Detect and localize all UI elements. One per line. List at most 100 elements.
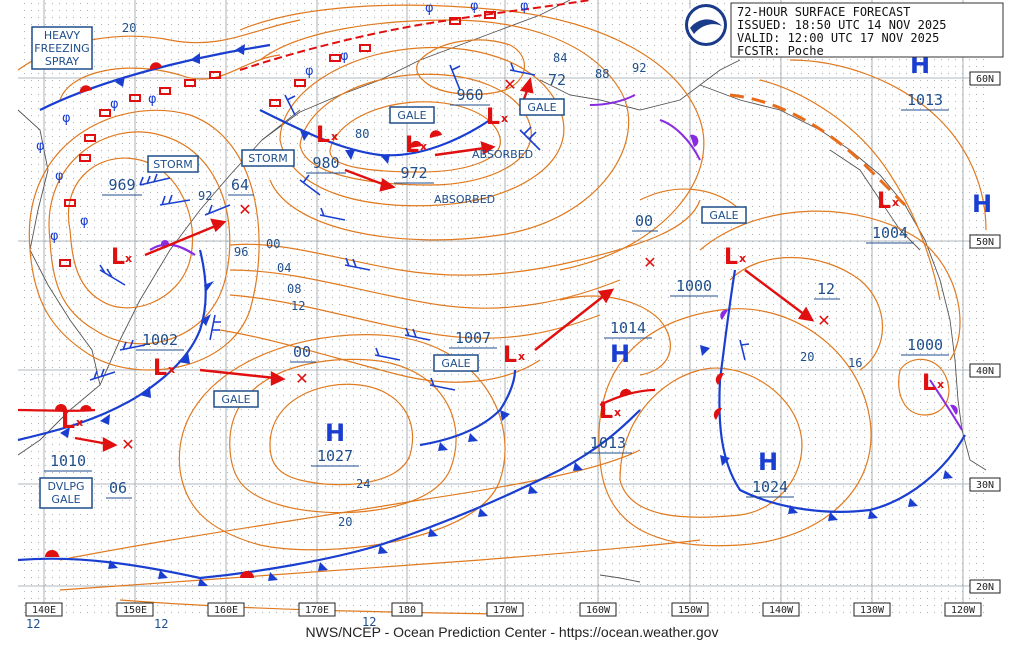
longitude-labels: 140E 150E 160E 170E 180 170W 160W 150W 1…: [25, 602, 982, 617]
svg-text:DVLPG: DVLPG: [47, 480, 84, 493]
warning-gale-bering: GALE: [519, 98, 565, 116]
svg-text:L: L: [724, 245, 738, 270]
svg-text:φ: φ: [80, 214, 89, 229]
header-valid: VALID: 12:00 UTC 17 NOV 2025: [737, 31, 939, 45]
svg-text:08: 08: [287, 282, 301, 296]
warm-front-bering: [239, 0, 591, 71]
svg-text:20: 20: [122, 21, 136, 35]
svg-text:φ: φ: [340, 49, 349, 64]
svg-text:12: 12: [154, 617, 168, 631]
pressure-label: 1027: [317, 447, 353, 465]
svg-text:x: x: [518, 350, 525, 363]
pressure-labels: 969 980 972 960 1002 1010 1007 1013 1000…: [44, 86, 949, 498]
pressure-label: 1000: [676, 277, 712, 295]
occluded-front-coast: [929, 379, 963, 431]
pressure-label: 1002: [142, 331, 178, 349]
svg-text:L: L: [316, 123, 330, 148]
svg-text:92: 92: [198, 189, 212, 203]
x-mark: ✕: [503, 75, 516, 94]
pressure-label: 1013: [907, 91, 943, 109]
svg-text:50N: 50N: [976, 237, 994, 248]
warning-gale-gulf: GALE: [701, 206, 747, 224]
svg-text:x: x: [937, 378, 944, 391]
svg-text:80: 80: [355, 127, 369, 141]
pressure-label: 1014: [610, 319, 646, 337]
svg-text:φ: φ: [110, 97, 119, 112]
svg-text:FREEZING: FREEZING: [34, 42, 89, 55]
svg-text:96: 96: [234, 245, 248, 259]
cold-front-aleutian: [259, 109, 491, 157]
isobars: [17, 4, 987, 615]
svg-text:04: 04: [277, 261, 291, 275]
occluded-front-west: [149, 243, 196, 256]
svg-text:x: x: [125, 252, 132, 265]
svg-text:00: 00: [293, 343, 311, 361]
warning-gale-central: GALE: [433, 354, 479, 372]
pressure-label: 972: [400, 164, 427, 182]
svg-text:φ: φ: [425, 1, 434, 16]
svg-text:φ: φ: [470, 0, 479, 14]
x-mark: ✕: [643, 253, 656, 272]
svg-text:12: 12: [817, 280, 835, 298]
warning-storm-center: STORM: [241, 149, 295, 167]
svg-text:NOAA: NOAA: [699, 8, 714, 14]
svg-text:140W: 140W: [769, 605, 794, 616]
header-title: 72-HOUR SURFACE FORECAST: [737, 5, 910, 19]
svg-text:HEAVY: HEAVY: [44, 29, 81, 42]
svg-text:160E: 160E: [214, 605, 238, 616]
header-issued: ISSUED: 18:50 UTC 14 NOV 2025: [737, 18, 947, 32]
svg-text:06: 06: [109, 479, 127, 497]
svg-text:30N: 30N: [976, 480, 994, 491]
svg-text:L: L: [61, 409, 75, 434]
svg-text:12: 12: [291, 299, 305, 313]
svg-text:φ: φ: [62, 111, 71, 126]
cold-front-east: [718, 269, 966, 513]
absorbed-note: ABSORBED: [472, 148, 533, 161]
high-symbol: H: [972, 190, 992, 218]
warning-gale-aleutian: GALE: [389, 106, 435, 124]
svg-text:STORM: STORM: [153, 158, 193, 171]
svg-text:L: L: [503, 343, 517, 368]
svg-text:150W: 150W: [678, 605, 703, 616]
graticule: [18, 0, 986, 616]
svg-text:64: 64: [231, 176, 249, 194]
svg-text:GALE: GALE: [527, 101, 556, 114]
pressure-label: 969: [108, 176, 135, 194]
high-symbol: H: [910, 51, 930, 79]
noaa-logo: NOAA: [683, 2, 729, 48]
fronts: [17, 0, 966, 586]
svg-text:180: 180: [398, 605, 416, 616]
svg-text:24: 24: [356, 477, 370, 491]
svg-text:20: 20: [800, 350, 814, 364]
svg-text:16: 16: [848, 356, 862, 370]
svg-text:GALE: GALE: [51, 493, 80, 506]
svg-text:GALE: GALE: [441, 357, 470, 370]
svg-text:φ: φ: [305, 64, 314, 79]
svg-text:x: x: [420, 140, 427, 153]
svg-text:GALE: GALE: [709, 209, 738, 222]
svg-text:φ: φ: [520, 0, 529, 14]
svg-text:GALE: GALE: [221, 393, 250, 406]
svg-text:GALE: GALE: [397, 109, 426, 122]
x-mark: ✕: [295, 369, 308, 388]
pressure-label: 1010: [50, 452, 86, 470]
warning-heavy-freezing-spray: HEAVY FREEZING SPRAY: [31, 26, 93, 70]
high-centers: H H H H H: [325, 51, 992, 476]
svg-text:x: x: [501, 112, 508, 125]
cold-front-central: [419, 369, 517, 447]
high-symbol: H: [610, 340, 630, 368]
svg-text:160W: 160W: [586, 605, 611, 616]
svg-text:20: 20: [338, 515, 352, 529]
